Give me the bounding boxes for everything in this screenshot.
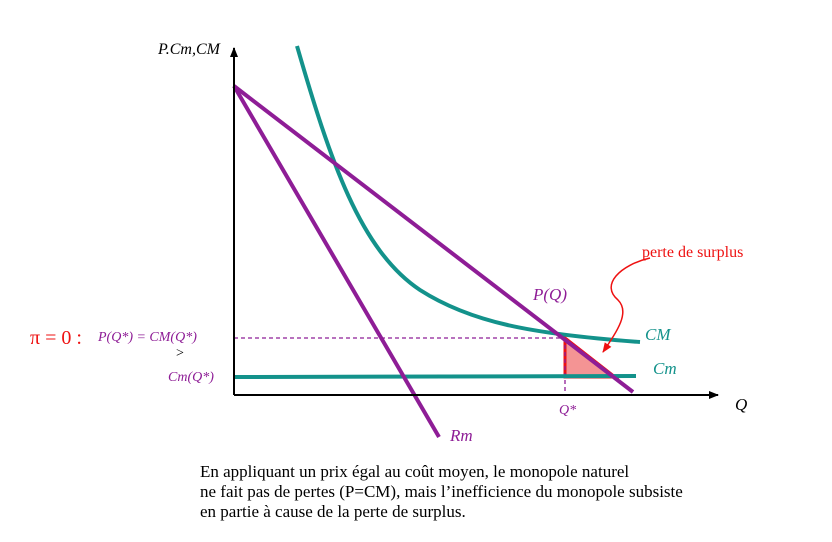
q-star-label: Q*: [559, 403, 576, 418]
caption: En appliquant un prix égal au coût moyen…: [200, 462, 820, 522]
marginal-revenue-line: [232, 84, 441, 439]
greater-than-sign: >: [176, 346, 184, 361]
caption-line-1: En appliquant un prix égal au coût moyen…: [200, 462, 630, 481]
marginal-cost-line: [233, 374, 637, 379]
marginal-revenue-label: Rm: [449, 426, 473, 445]
average-cost-curve: [295, 45, 641, 344]
demand-line: [232, 84, 635, 394]
surplus-loss-label: perte de surplus: [642, 244, 743, 261]
price-equals-average-cost-label: P(Q*) = CM(Q*): [97, 330, 197, 345]
x-axis-label: Q: [735, 395, 747, 414]
caption-line-3: en partie à cause de la perte de surplus…: [200, 502, 466, 521]
caption-line-2: ne fait pas de pertes (P=CM), mais l’ine…: [200, 482, 683, 501]
pi-condition-label: π = 0 :: [30, 327, 82, 349]
surplus-pointer-arrow: [602, 257, 651, 353]
average-cost-label: CM: [645, 325, 671, 344]
demand-label: P(Q): [532, 285, 567, 304]
y-axis-label: P.Cm,CM: [157, 41, 222, 58]
marginal-cost-label: Cm: [653, 359, 677, 378]
marginal-cost-at-q-label: Cm(Q*): [168, 370, 214, 385]
